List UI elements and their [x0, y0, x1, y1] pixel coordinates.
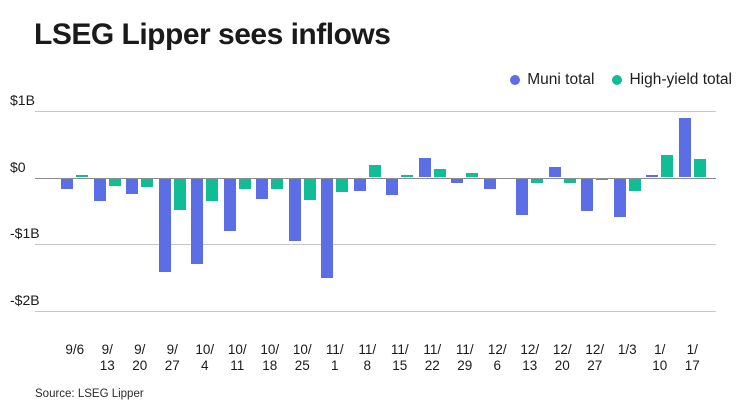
x-axis-tick-label: 9/ 13 — [99, 342, 115, 373]
muni-bar-9-13 — [93, 178, 106, 201]
legend: Muni total High-yield total — [510, 71, 732, 89]
high-yield-bar-1-17 — [693, 158, 706, 178]
high-yield-bar-11-22 — [433, 169, 446, 178]
x-axis-tick-label: 12/ 13 — [520, 342, 540, 373]
x-axis-tick-label: 10/ 11 — [227, 342, 247, 373]
high-yield-bar-11-15 — [401, 174, 414, 178]
high-yield-series-dot-icon — [612, 75, 623, 85]
muni-bar-1-3 — [613, 178, 626, 218]
high-yield-bar-12-13 — [531, 178, 544, 184]
high-yield-bar-10-18 — [271, 178, 284, 190]
high-yield-bar-9-27 — [173, 178, 186, 210]
gridline — [35, 311, 716, 313]
x-axis-tick-label: 10/ 18 — [260, 342, 280, 373]
muni-bar-12-6 — [483, 178, 496, 190]
high-yield-bar-11-8 — [368, 164, 381, 178]
high-yield-bar-11-29 — [466, 173, 479, 178]
x-axis-tick-label: 10/ 25 — [292, 342, 312, 373]
y-axis-tick-label: $0 — [10, 158, 26, 175]
muni-bar-10-25 — [288, 178, 301, 242]
high-yield-bar-10-4 — [206, 178, 219, 202]
x-axis-tick-label: 1/3 — [617, 342, 637, 357]
high-yield-bar-12-27 — [596, 178, 609, 180]
high-yield-bar-9-13 — [108, 178, 121, 186]
muni-bar-11-29 — [451, 178, 464, 184]
zero-gridline — [35, 177, 716, 179]
x-axis-tick-label: 10/ 4 — [195, 342, 215, 373]
chart-title: LSEG Lipper sees inflows — [34, 18, 391, 51]
high-yield-bar-10-25 — [303, 178, 316, 200]
legend-item-muni: Muni total — [510, 71, 594, 89]
high-yield-bar-1-3 — [628, 178, 641, 191]
gridline — [35, 110, 716, 112]
high-yield-bar-10-11 — [238, 178, 251, 190]
legend-label-high-yield: High-yield total — [629, 71, 732, 88]
x-axis-tick-label: 9/6 — [65, 342, 85, 357]
x-axis-tick-label: 11/ 15 — [390, 342, 409, 373]
y-axis-tick-label: -$1B — [10, 225, 40, 242]
muni-bar-10-11 — [223, 178, 236, 231]
muni-bar-10-4 — [191, 178, 204, 264]
gridline — [35, 244, 716, 246]
muni-bar-1-10 — [646, 174, 659, 178]
muni-bar-11-22 — [418, 158, 431, 178]
muni-bar-12-20 — [548, 166, 561, 178]
x-axis-tick-label: 11/ 22 — [423, 342, 442, 373]
muni-bar-9-27 — [158, 178, 171, 273]
high-yield-bar-12-20 — [563, 178, 576, 184]
x-axis-tick-label: 11/ 1 — [325, 342, 344, 373]
source-note: Source: LSEG Lipper — [35, 388, 144, 400]
muni-bar-10-18 — [256, 178, 269, 199]
high-yield-bar-9-20 — [141, 178, 154, 187]
muni-series-dot-icon — [510, 75, 521, 85]
high-yield-bar-9-6 — [76, 174, 89, 178]
x-axis-tick-label: 9/ 27 — [164, 342, 180, 373]
x-axis-tick-label: 1/ 17 — [684, 342, 700, 373]
legend-label-muni: Muni total — [527, 71, 595, 88]
muni-bar-1-17 — [678, 118, 691, 178]
muni-bar-9-20 — [126, 178, 139, 194]
y-axis-tick-label: -$2B — [10, 292, 40, 309]
high-yield-bar-1-10 — [661, 154, 674, 178]
x-axis-tick-label: 1/ 10 — [652, 342, 668, 373]
x-axis-tick-label: 9/ 20 — [132, 342, 148, 373]
muni-bar-11-15 — [386, 178, 399, 196]
y-axis-tick-label: $1B — [10, 91, 35, 108]
legend-item-high-yield: High-yield total — [612, 71, 732, 89]
x-axis-tick-label: 12/ 27 — [585, 342, 605, 373]
x-axis-tick-label: 12/ 20 — [552, 342, 572, 373]
x-axis-tick-label: 11/ 29 — [455, 342, 474, 373]
muni-bar-9-6 — [61, 178, 74, 189]
muni-bar-11-8 — [353, 178, 366, 191]
muni-bar-12-13 — [516, 178, 529, 216]
x-axis-tick-label: 11/ 8 — [358, 342, 377, 373]
x-axis-tick-label: 12/ 6 — [487, 342, 507, 373]
high-yield-bar-11-1 — [336, 178, 349, 192]
muni-bar-12-27 — [581, 178, 594, 211]
muni-bar-11-1 — [321, 178, 334, 279]
